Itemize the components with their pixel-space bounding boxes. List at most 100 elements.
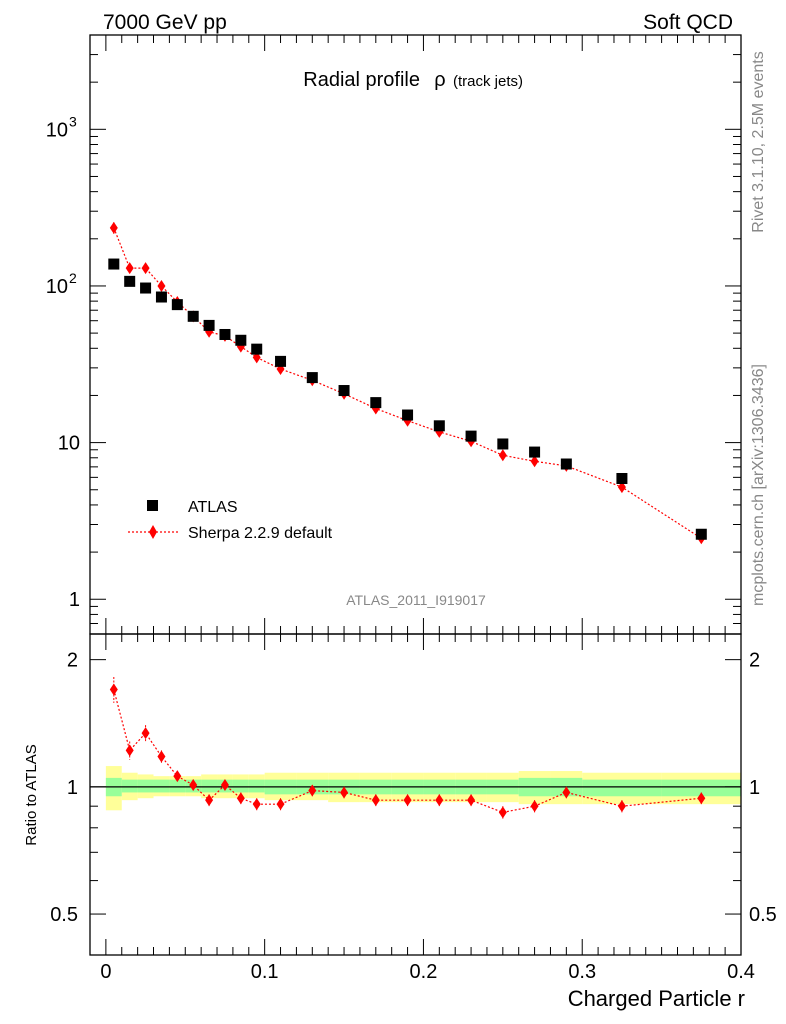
- ratio-sherpa-point: [189, 779, 198, 792]
- ratio-sherpa-point: [617, 800, 626, 813]
- ratio-sherpa-point: [236, 792, 245, 805]
- sherpa-point: [141, 262, 150, 275]
- main-frame: [89, 34, 742, 635]
- rivet-label: Rivet 3.1.10, 2.5M events: [750, 51, 767, 232]
- ratio-xtick-label: 0.1: [251, 961, 279, 983]
- atlas-point: [433, 420, 445, 432]
- ratio-band-green: [582, 779, 662, 797]
- ratio-xtick-label: 0.2: [410, 961, 438, 983]
- analysis-label: ATLAS_2011_I919017: [346, 592, 486, 608]
- ratio-ytick-label: 0.5: [50, 904, 78, 926]
- atlas-point: [203, 319, 215, 331]
- atlas-point: [560, 458, 572, 470]
- sherpa-point: [157, 279, 166, 292]
- ratio-sherpa-point: [109, 683, 118, 696]
- ratio-band-green: [248, 779, 265, 793]
- chart-title-main: Radial profile: [303, 69, 420, 91]
- ratio-ytick-label: 1: [67, 777, 78, 799]
- ratio-ytick-label-right: 0.5: [749, 904, 777, 926]
- main-ytick-label: 10: [46, 276, 68, 298]
- ratio-sherpa-point: [697, 792, 706, 805]
- atlas-point: [616, 472, 628, 484]
- ratio-tick-layer: 0.5 0.5 1 1 2 2 0 0.1 0.2 0.3 0.4: [50, 634, 777, 983]
- ratio-sherpa-point: [562, 786, 571, 799]
- atlas-point: [402, 409, 414, 421]
- ratio-ylabel: Ratio to ATLAS: [23, 744, 40, 845]
- sherpa-line: [113, 227, 702, 539]
- chart-title-sub: (track jets): [453, 73, 523, 90]
- atlas-point: [497, 438, 509, 450]
- atlas-point: [529, 446, 541, 458]
- header-left: 7000 GeV pp: [103, 11, 227, 34]
- main-ytick-label-exp: 3: [69, 113, 77, 129]
- legend-atlas-marker: [147, 500, 158, 511]
- ratio-xtick-label: 0.3: [568, 961, 596, 983]
- x-axis-label: Charged Particle r: [568, 986, 745, 1011]
- ratio-band-green: [137, 779, 154, 793]
- legend-sherpa-marker: [149, 525, 157, 539]
- atlas-point: [187, 310, 199, 322]
- mcplots-label: mcplots.cern.ch [arXiv:1306.3436]: [750, 364, 767, 606]
- atlas-point: [306, 372, 318, 384]
- ratio-band-green: [169, 779, 186, 793]
- legend-atlas-label: ATLAS: [188, 499, 238, 516]
- sherpa-point: [617, 481, 626, 494]
- ratio-sherpa-point: [157, 750, 166, 763]
- ratio-ytick-label: 2: [67, 650, 78, 672]
- chart-title-symbol: ρ: [434, 69, 445, 91]
- legend-sherpa-label: Sherpa 2.2.9 default: [188, 525, 333, 542]
- ratio-panel: 0.5 0.5 1 1 2 2 0 0.1 0.2 0.3 0.4 Ratio to ATLAS C…: [23, 633, 777, 1011]
- sherpa-point: [498, 449, 507, 462]
- sherpa-point: [125, 262, 134, 275]
- atlas-point: [695, 528, 707, 540]
- ratio-sherpa-point: [276, 798, 285, 811]
- ratio-ytick-label-right: 2: [749, 650, 760, 672]
- ratio-sherpa-point: [220, 779, 229, 792]
- ratio-band-green: [153, 779, 170, 793]
- ratio-sherpa-point: [141, 727, 150, 740]
- main-ytick-label-exp: 2: [69, 270, 77, 286]
- ratio-band-green: [661, 779, 741, 797]
- ratio-sherpa-point: [530, 800, 539, 813]
- sherpa-point: [109, 221, 118, 234]
- atlas-point: [465, 430, 477, 442]
- ratio-sherpa-point: [252, 798, 261, 811]
- ratio-sherpa-point: [340, 786, 349, 799]
- ratio-sherpa-point: [435, 794, 444, 807]
- header-right: Soft QCD: [643, 11, 733, 34]
- ratio-frame: [89, 633, 742, 956]
- ratio-band-green: [121, 779, 138, 793]
- ratio-band-green: [232, 779, 249, 793]
- ratio-band-layer: [90, 766, 741, 811]
- atlas-point: [219, 328, 231, 340]
- main-ytick-label: 1: [69, 589, 80, 611]
- main-series-layer: [108, 221, 707, 545]
- atlas-point: [108, 258, 120, 270]
- ratio-xtick-label: 0: [100, 961, 111, 983]
- legend: ATLAS Sherpa 2.2.9 default: [128, 499, 333, 542]
- ratio-sherpa-point: [371, 794, 380, 807]
- atlas-point: [370, 397, 382, 409]
- main-ytick-label: 10: [46, 119, 68, 141]
- ratio-sherpa-point: [125, 744, 134, 757]
- atlas-point: [124, 275, 136, 287]
- ratio-ytick-label-right: 1: [749, 777, 760, 799]
- ratio-sherpa-point: [308, 784, 317, 797]
- ratio-sherpa-point: [205, 794, 214, 807]
- main-ytick-label: 10: [58, 433, 80, 455]
- ratio-band-green: [201, 779, 218, 793]
- ratio-sherpa-point: [173, 770, 182, 783]
- atlas-point: [338, 385, 350, 397]
- ratio-sherpa-point: [467, 794, 476, 807]
- atlas-point: [251, 343, 263, 355]
- ratio-series-layer: [109, 676, 706, 819]
- atlas-point: [140, 282, 152, 294]
- ratio-sherpa-line: [113, 689, 702, 814]
- atlas-point: [171, 299, 183, 311]
- ratio-sherpa-point: [498, 806, 507, 819]
- ratio-sherpa-point: [403, 794, 412, 807]
- sherpa-point: [530, 455, 539, 468]
